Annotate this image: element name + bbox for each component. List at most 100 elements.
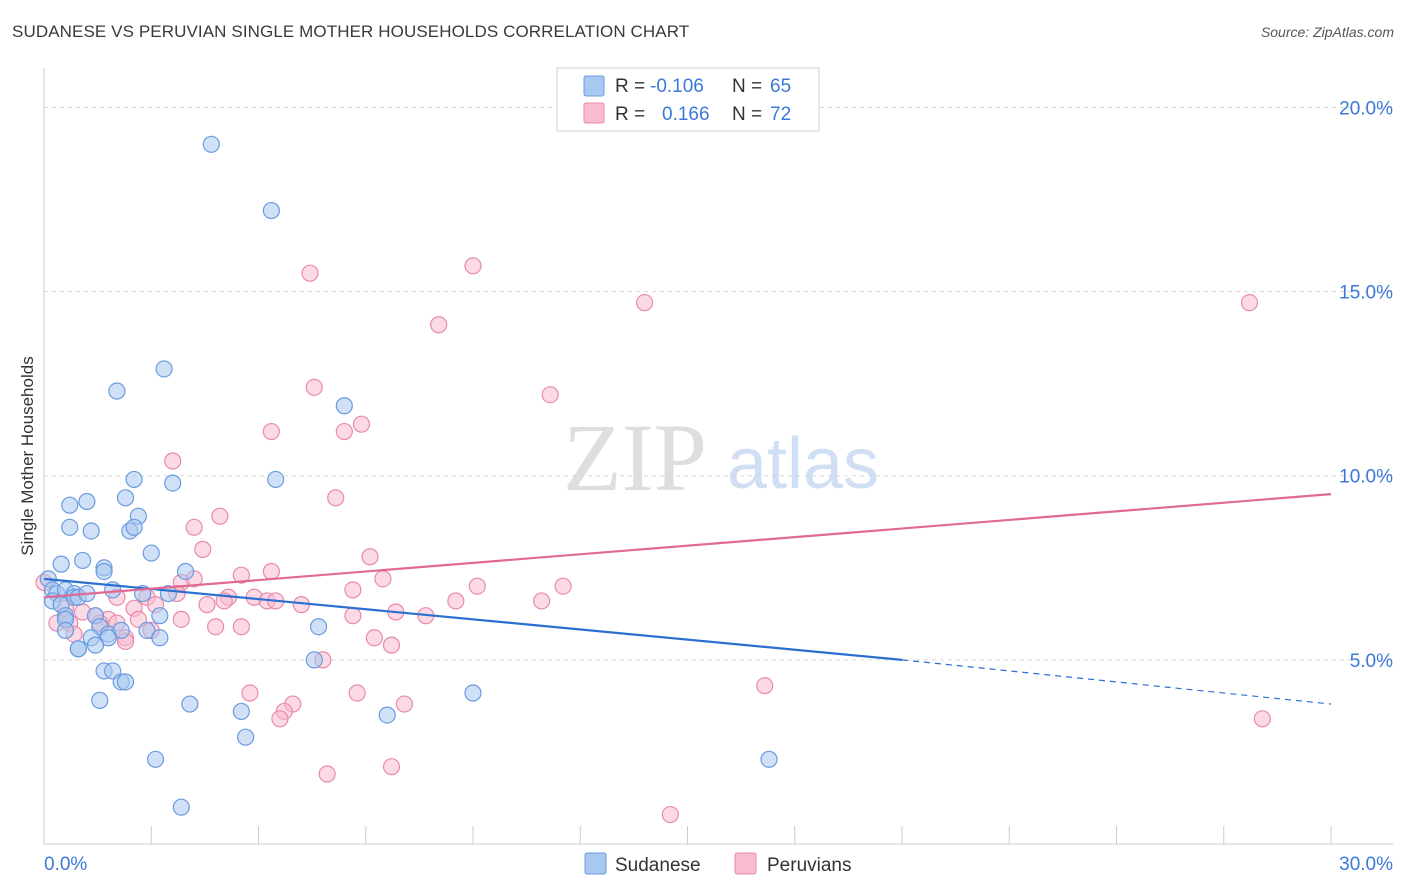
peruvians-point	[348, 684, 366, 702]
peruvians-point	[533, 592, 551, 610]
sudanese-r-value: -0.106	[650, 76, 704, 97]
peruvians-point	[262, 562, 280, 581]
peruvians-swatch	[583, 102, 605, 124]
tick-labels: 5.0% 10.0% 15.0% 20.0% 0.0% 30.0%	[44, 98, 1393, 875]
y-tick-label: 15.0%	[1339, 283, 1393, 304]
legend-sudanese-label: Sudanese	[615, 855, 701, 876]
watermark-atlas: atlas	[727, 424, 879, 504]
sudanese-point	[61, 496, 79, 514]
legend-peruvians-label: Peruvians	[767, 855, 852, 876]
peruvians-point	[241, 684, 259, 702]
peruvians-r-value: 0.166	[662, 104, 710, 125]
peruvians-point	[207, 618, 225, 636]
stats-legend: R = -0.106 N = 65 R = 0.166 N = 72	[556, 67, 820, 132]
peruvians-point	[318, 765, 336, 783]
sudanese-point	[95, 562, 113, 581]
peruvians-point	[365, 629, 383, 647]
peruvians-point	[382, 636, 401, 654]
sudanese-point	[78, 492, 96, 511]
trendlines	[43, 493, 1332, 705]
sudanese-point	[116, 489, 135, 507]
sudanese-point	[176, 562, 195, 581]
sudanese-trendline	[43, 577, 903, 661]
legend-peruvians-swatch	[734, 852, 757, 875]
series-legend: Sudanese Peruvians	[584, 852, 852, 876]
sudanese-point	[309, 618, 328, 636]
sudanese-point	[138, 621, 156, 640]
peruvians-n-value: 72	[770, 104, 791, 125]
sudanese-point	[82, 522, 100, 540]
sudanese-point	[151, 607, 169, 625]
peruvians-point	[395, 695, 413, 713]
peruvians-point	[194, 540, 212, 558]
sudanese-point	[74, 551, 92, 570]
watermark-zip: ZIP	[563, 404, 707, 511]
peruvians-point	[198, 596, 216, 614]
peruvians-point	[164, 452, 182, 470]
sudanese-point	[91, 691, 109, 709]
sudanese-point	[155, 360, 173, 378]
peruvians-point	[301, 264, 319, 282]
peruvians-point	[361, 548, 379, 566]
sudanese-point	[335, 397, 353, 415]
sudanese-point	[464, 684, 482, 702]
peruvians-point	[327, 489, 345, 507]
peruvians-point	[374, 570, 392, 588]
peruvians-point	[447, 592, 465, 610]
peruvians-trendline	[43, 493, 1332, 599]
peruvians-r-label: R =	[615, 104, 645, 125]
peruvians-point	[335, 422, 353, 441]
peruvians-point	[468, 577, 486, 595]
sudanese-r-label: R =	[615, 76, 645, 97]
y-tick-label: 5.0%	[1350, 651, 1393, 672]
sudanese-point	[146, 750, 165, 768]
sudanese-point	[164, 474, 182, 492]
peruvians-point	[344, 581, 362, 599]
peruvians-point	[430, 316, 448, 334]
peruvians-n-label: N =	[732, 104, 762, 125]
peruvians-point	[344, 607, 362, 625]
y-axis-label: Single Mother Households	[18, 356, 37, 556]
sudanese-n-value: 65	[770, 76, 791, 97]
y-tick-label: 10.0%	[1339, 467, 1393, 488]
sudanese-point	[232, 702, 250, 721]
peruvians-point	[172, 610, 190, 628]
peruvians-point	[382, 758, 401, 776]
axes	[43, 68, 1393, 845]
sudanese-point	[125, 518, 143, 536]
sudanese-point	[142, 544, 160, 562]
sudanese-point	[99, 629, 117, 647]
chart-title: SUDANESE VS PERUVIAN SINGLE MOTHER HOUSE…	[12, 22, 690, 41]
peruvians-point	[1240, 294, 1259, 312]
sudanese-trendline-extension	[901, 659, 1332, 705]
sudanese-swatch	[583, 75, 605, 97]
sudanese-point	[151, 629, 169, 647]
source-credit: Source: ZipAtlas.com	[1260, 24, 1394, 40]
sudanese-point	[56, 621, 75, 640]
sudanese-point	[116, 673, 135, 691]
sudanese-point	[61, 518, 79, 536]
peruvians-point	[352, 415, 371, 433]
sudanese-point	[237, 728, 255, 746]
x-tick-label: 30.0%	[1339, 854, 1393, 875]
peruvians-point	[232, 618, 250, 636]
sudanese-point	[125, 470, 143, 489]
sudanese-point	[172, 798, 190, 816]
sudanese-point	[267, 470, 285, 489]
peruvians-point	[661, 805, 679, 824]
sudanese-point	[112, 621, 130, 640]
peruvians-point	[305, 378, 323, 396]
peruvians-point	[185, 518, 203, 536]
sudanese-point	[52, 555, 70, 573]
peruvians-point	[635, 294, 654, 312]
y-tick-label: 20.0%	[1339, 98, 1393, 119]
sudanese-point	[305, 651, 323, 669]
x-tick-label: 0.0%	[44, 854, 87, 875]
legend-sudanese-swatch	[584, 852, 607, 875]
sudanese-point	[262, 201, 280, 220]
sudanese-point	[69, 640, 87, 658]
sudanese-point	[760, 750, 778, 768]
peruvians-point	[464, 257, 482, 275]
peruvians-point	[232, 566, 250, 584]
